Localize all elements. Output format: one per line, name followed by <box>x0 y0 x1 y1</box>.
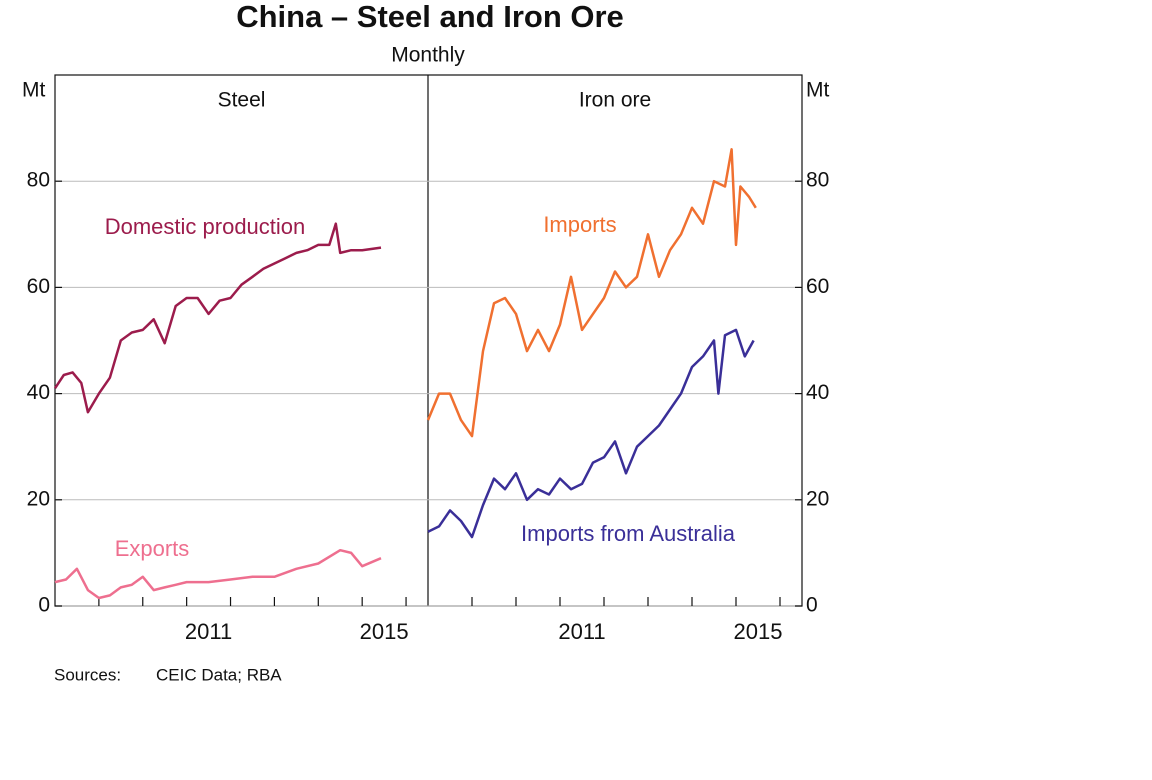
series-line <box>427 328 755 539</box>
series-label: Exports <box>115 536 190 561</box>
series-label: Imports <box>543 212 616 237</box>
y-tick-label: 40 <box>806 381 829 404</box>
series-label: Imports from Australia <box>521 521 736 546</box>
series-line <box>426 148 757 438</box>
chart-subtitle: Monthly <box>391 44 465 67</box>
y-tick-label: 80 <box>806 169 829 192</box>
source-text: CEIC Data; RBA <box>156 665 282 684</box>
y-tick-label: 20 <box>27 487 50 510</box>
x-tick-label: 2015 <box>734 619 783 644</box>
chart-title: China – Steel and Iron Ore <box>236 0 624 34</box>
x-tick-label: 2011 <box>185 619 232 644</box>
source-label: Sources: <box>54 665 121 684</box>
y-axis-label: Mt <box>22 79 45 102</box>
x-tick-label: 2011 <box>558 619 605 644</box>
y-tick-label: 80 <box>27 169 50 192</box>
y-tick-label: 20 <box>806 487 829 510</box>
y-tick-label: 40 <box>27 381 50 404</box>
series-line <box>54 548 382 600</box>
series-label: Domestic production <box>105 214 306 239</box>
panel-title: Steel <box>218 89 266 112</box>
y-tick-label: 0 <box>38 594 50 617</box>
panel-title: Iron ore <box>579 89 651 112</box>
y-axis-label: Mt <box>806 79 829 102</box>
y-tick-label: 60 <box>27 275 50 298</box>
y-tick-label: 60 <box>806 275 829 298</box>
y-tick-label: 0 <box>806 594 818 617</box>
series-line <box>53 222 382 414</box>
x-tick-label: 2015 <box>360 619 409 644</box>
